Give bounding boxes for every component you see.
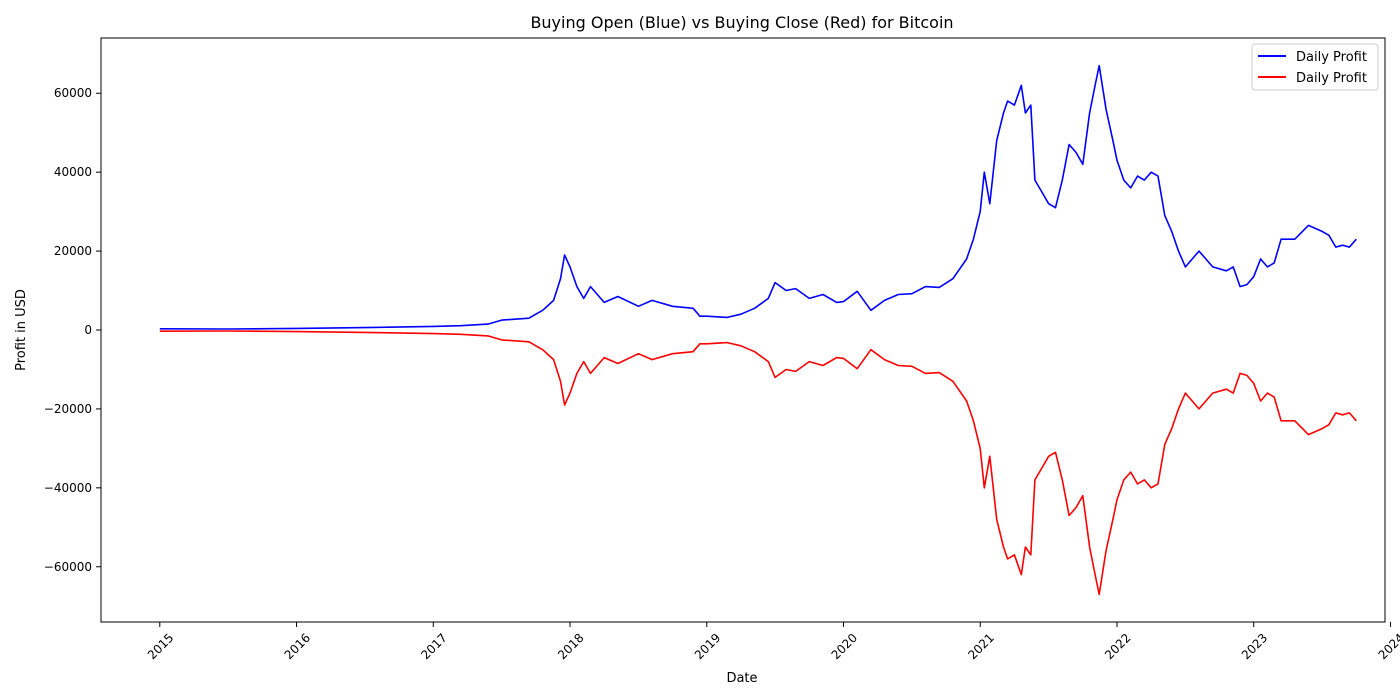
x-tick-label: 2016: [282, 631, 313, 662]
legend-label-red: Daily Profit: [1296, 71, 1367, 86]
x-tick-label: 2021: [965, 631, 996, 662]
x-tick-label: 2023: [1239, 631, 1270, 662]
x-tick-label: 2024: [1376, 631, 1400, 662]
legend-label-blue: Daily Profit: [1296, 50, 1367, 65]
y-tick-label: 0: [84, 323, 92, 337]
series-layer: [159, 64, 1357, 596]
y-tick-label: 40000: [54, 165, 92, 179]
y-tick-label: −20000: [44, 402, 92, 416]
y-tick-label: 60000: [54, 86, 92, 100]
plot-frame: [100, 37, 1386, 623]
x-tick-label: 2018: [555, 631, 586, 662]
x-tick-label: 2015: [145, 631, 176, 662]
y-tick-label: −40000: [44, 481, 92, 495]
x-axis: 2015 2016 2017 2018 2019 2020 2021 2022 2023 2024: [145, 622, 1400, 662]
x-tick-label: 2019: [692, 631, 723, 662]
y-tick-label: 20000: [54, 244, 92, 258]
series-line-buying-open: [159, 64, 1357, 330]
y-axis-title: Profit in USD: [14, 289, 29, 371]
legend: Daily Profit Daily Profit: [1251, 43, 1379, 91]
x-tick-label: 2022: [1102, 631, 1133, 662]
x-tick-label: 2017: [418, 631, 449, 662]
chart-title: Buying Open (Blue) vs Buying Close (Red)…: [530, 13, 953, 32]
series-line-buying-close: [159, 330, 1357, 596]
y-axis: −60000 −40000 −20000 0 20000 40000 60000: [44, 86, 101, 574]
y-tick-label: −60000: [44, 560, 92, 574]
x-axis-title: Date: [726, 671, 757, 686]
x-tick-label: 2020: [829, 631, 860, 662]
